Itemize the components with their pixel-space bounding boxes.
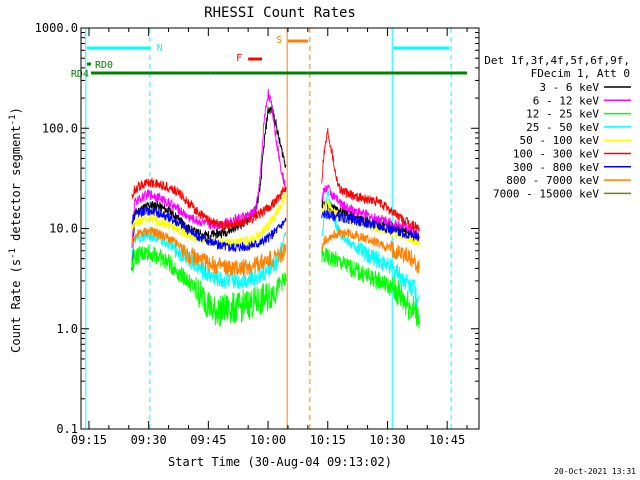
legend-entry-label-0: 3 - 6 keV xyxy=(539,81,599,94)
y-axis-label: Count Rate (s-1 detector segment-1) xyxy=(8,107,23,353)
x-tick-label-5: 10:30 xyxy=(369,433,405,447)
axes: 09:15 09:30 09:45 10:00 10:15 10:30 10:45 0.1 1.… xyxy=(35,21,480,447)
series-line-2-1 xyxy=(321,247,420,329)
legend: Det 1f,3f,4f,5f,6f,9f, FDecim 1, Att 0 3… xyxy=(484,54,631,200)
series-line-2-0 xyxy=(131,244,287,327)
legend-entry-label-2: 12 - 25 keV xyxy=(526,108,599,121)
state-label-rd4: RD4 xyxy=(71,69,89,80)
state-label-rd0: RD0 xyxy=(95,60,113,71)
series-line-6-0 xyxy=(131,205,287,253)
x-tick-label-4: 10:15 xyxy=(310,433,346,447)
state-label-f: F xyxy=(236,53,242,64)
x-tick-label-1: 09:30 xyxy=(131,433,167,447)
series-line-1-0 xyxy=(131,89,287,248)
x-axis-label: Start Time (30-Aug-04 09:13:02) xyxy=(168,455,392,469)
legend-entry-label-3: 25 - 50 keV xyxy=(526,121,599,134)
series-line-1-1 xyxy=(321,184,420,242)
y-tick-label-2: 10.0 xyxy=(49,222,78,236)
state-label-n: N xyxy=(157,43,163,54)
legend-header-2: FDecim 1, Att 0 xyxy=(531,67,630,80)
series-line-6-1 xyxy=(321,209,420,242)
x-tick-label-0: 09:15 xyxy=(71,433,107,447)
series-lines xyxy=(131,89,420,329)
series-line-3-1 xyxy=(321,190,420,309)
series-line-7-0 xyxy=(131,226,287,277)
legend-entry-label-5: 100 - 300 keV xyxy=(513,148,599,161)
x-tick-label-2: 09:45 xyxy=(190,433,226,447)
legend-entry-label-7: 800 - 7000 keV xyxy=(506,174,599,187)
series-line-3-0 xyxy=(131,231,287,290)
series-line-5-0 xyxy=(131,177,287,231)
y-tick-label-3: 100.0 xyxy=(42,121,78,135)
legend-entry-label-4: 50 - 100 keV xyxy=(520,134,600,147)
x-tick-label-6: 10:45 xyxy=(429,433,465,447)
attenuator-bars: RD0 RD4 N F S xyxy=(71,35,468,80)
legend-entry-label-8: 7000 - 15000 keV xyxy=(493,187,599,200)
series-line-5-1 xyxy=(321,127,420,232)
y-tick-label-4: 1000.0 xyxy=(35,21,78,35)
interval-lines xyxy=(85,28,452,429)
legend-entry-label-1: 6 - 12 keV xyxy=(533,94,600,107)
legend-entry-label-6: 300 - 800 keV xyxy=(513,161,599,174)
series-line-7-1 xyxy=(321,227,420,274)
x-tick-label-3: 10:00 xyxy=(250,433,286,447)
chart-title: RHESSI Count Rates xyxy=(204,5,356,21)
y-tick-label-1: 1.0 xyxy=(56,322,78,336)
y-tick-label-0: 0.1 xyxy=(56,422,78,436)
state-label-s: S xyxy=(276,35,282,46)
footer-timestamp: 20-Oct-2021 13:31 xyxy=(554,467,636,476)
legend-header-1: Det 1f,3f,4f,5f,6f,9f, xyxy=(484,54,630,67)
